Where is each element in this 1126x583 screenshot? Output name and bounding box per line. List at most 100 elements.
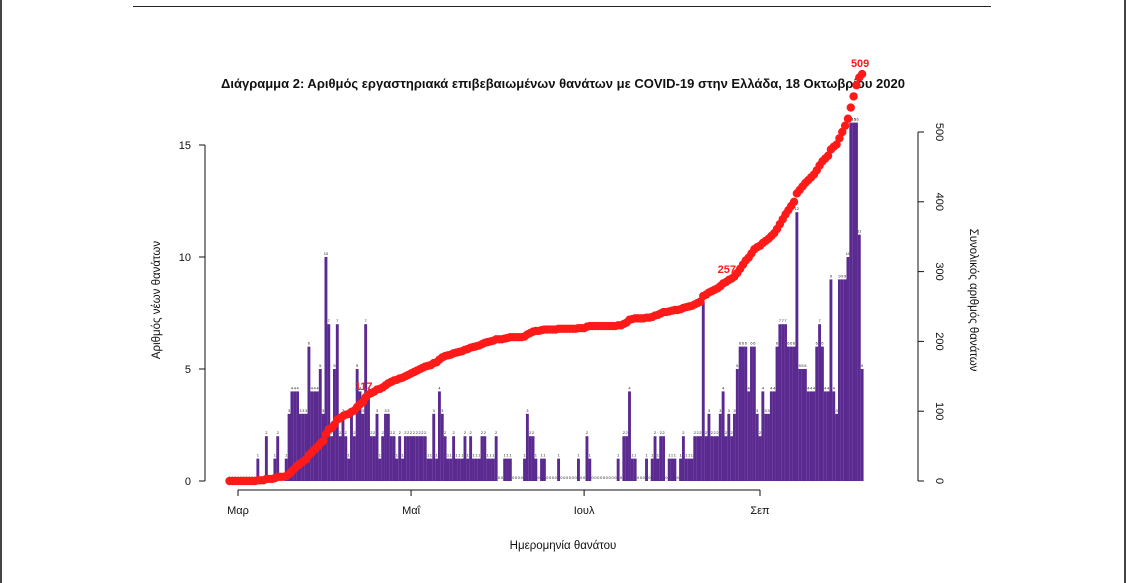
bar-value-label: 0 bbox=[549, 475, 552, 480]
bar bbox=[730, 436, 734, 481]
bar-value-label: 1 bbox=[396, 453, 399, 458]
y2-tick-label: 500 bbox=[933, 123, 945, 141]
bar-value-label: 6 bbox=[793, 341, 796, 346]
y-tick-label: 0 bbox=[185, 476, 191, 488]
bar-value-label: 0 bbox=[552, 475, 555, 480]
bar-value-label: 1 bbox=[540, 453, 543, 458]
bar bbox=[508, 458, 512, 481]
cumulative-point bbox=[832, 140, 841, 149]
bar-value-label: 6 bbox=[787, 341, 790, 346]
bar-value-label: 16 bbox=[854, 117, 859, 122]
bar-value-label: 6 bbox=[776, 341, 779, 346]
bar bbox=[860, 369, 864, 481]
bar-value-label: 4 bbox=[367, 385, 370, 390]
bar-value-label: 0 bbox=[521, 475, 524, 480]
bar bbox=[687, 458, 691, 481]
bar-value-label: 4 bbox=[294, 385, 297, 390]
bar bbox=[855, 122, 858, 481]
bar bbox=[290, 391, 294, 481]
bar-value-label: 2 bbox=[711, 430, 714, 435]
bar bbox=[491, 458, 495, 481]
bar-value-label: 3 bbox=[767, 408, 770, 413]
bar bbox=[435, 458, 439, 481]
bar-value-label: 2 bbox=[407, 430, 410, 435]
bar bbox=[406, 436, 410, 481]
y2-tick-label: 200 bbox=[933, 332, 945, 350]
bar-value-label: 1 bbox=[427, 453, 430, 458]
bar bbox=[707, 413, 711, 481]
bar-value-label: 0 bbox=[563, 475, 566, 480]
bar bbox=[540, 458, 543, 481]
y2-tick-label: 0 bbox=[933, 478, 945, 484]
bar bbox=[369, 436, 373, 481]
bar bbox=[701, 301, 705, 481]
chart-title: Διάγραμμα 2: Αριθμός εργαστηριακά επιβεβ… bbox=[221, 76, 905, 91]
bar bbox=[523, 458, 526, 481]
bar-value-label: 7 bbox=[782, 318, 785, 323]
page-top-rule bbox=[133, 6, 991, 7]
bar bbox=[738, 346, 742, 481]
bar bbox=[795, 212, 799, 481]
bar-value-label: 7 bbox=[818, 318, 821, 323]
y-axis-title: Αριθμός νέων θανάτων bbox=[151, 241, 163, 360]
cumulative-point bbox=[835, 134, 844, 143]
bar bbox=[769, 391, 773, 481]
bar-value-label: 1 bbox=[447, 453, 450, 458]
bar-value-label: 0 bbox=[648, 475, 651, 480]
bar bbox=[460, 458, 464, 481]
bar-value-label: 3 bbox=[433, 408, 436, 413]
bar-value-label: 0 bbox=[594, 475, 597, 480]
bar bbox=[469, 436, 473, 481]
bar bbox=[741, 346, 745, 481]
bar bbox=[432, 413, 436, 481]
bar bbox=[415, 436, 419, 481]
cumulative-annotation: 257 bbox=[718, 264, 736, 276]
bar bbox=[733, 413, 736, 481]
bar bbox=[752, 346, 756, 481]
bar bbox=[798, 369, 802, 481]
bar-value-label: 2 bbox=[382, 430, 385, 435]
bar-value-label: 0 bbox=[665, 475, 668, 480]
bar-value-label: 0 bbox=[637, 475, 640, 480]
bar-value-label: 6 bbox=[750, 341, 753, 346]
cumulative-point bbox=[852, 81, 861, 90]
bar bbox=[653, 436, 657, 481]
bar-value-label: 1 bbox=[685, 453, 688, 458]
bar bbox=[679, 458, 683, 481]
bar bbox=[801, 369, 804, 481]
cumulative-point bbox=[840, 121, 850, 130]
bar-value-label: 1 bbox=[504, 453, 507, 458]
bar bbox=[835, 413, 839, 481]
y-tick-label: 5 bbox=[185, 364, 191, 376]
bar bbox=[273, 458, 277, 481]
bar-value-label: 0 bbox=[572, 475, 575, 480]
bar bbox=[355, 369, 359, 481]
bar bbox=[698, 436, 702, 481]
daily-deaths-bars bbox=[256, 122, 864, 481]
bar bbox=[506, 458, 509, 481]
bar-value-label: 1 bbox=[455, 453, 458, 458]
bar-value-label: 1 bbox=[688, 453, 691, 458]
bar bbox=[389, 436, 393, 481]
bar-value-label: 5 bbox=[799, 363, 802, 368]
bar bbox=[718, 413, 722, 481]
bar-value-label: 2 bbox=[725, 430, 728, 435]
bar-value-label: 0 bbox=[597, 475, 600, 480]
bar-value-label: 6 bbox=[742, 341, 745, 346]
bar-value-label: 2 bbox=[452, 430, 455, 435]
bar bbox=[318, 369, 322, 481]
bar bbox=[656, 458, 660, 481]
bar-value-label: 6 bbox=[745, 341, 748, 346]
bar bbox=[786, 346, 790, 481]
bar bbox=[616, 458, 620, 481]
bar-value-label: 1 bbox=[492, 453, 495, 458]
bar bbox=[525, 413, 529, 481]
bar-value-label: 0 bbox=[580, 475, 583, 480]
bar bbox=[420, 436, 424, 481]
bar bbox=[338, 436, 342, 481]
bar bbox=[403, 436, 407, 481]
bar bbox=[307, 346, 311, 481]
bar bbox=[296, 391, 300, 481]
bar-value-label: 6 bbox=[753, 341, 756, 346]
bar bbox=[401, 458, 404, 481]
